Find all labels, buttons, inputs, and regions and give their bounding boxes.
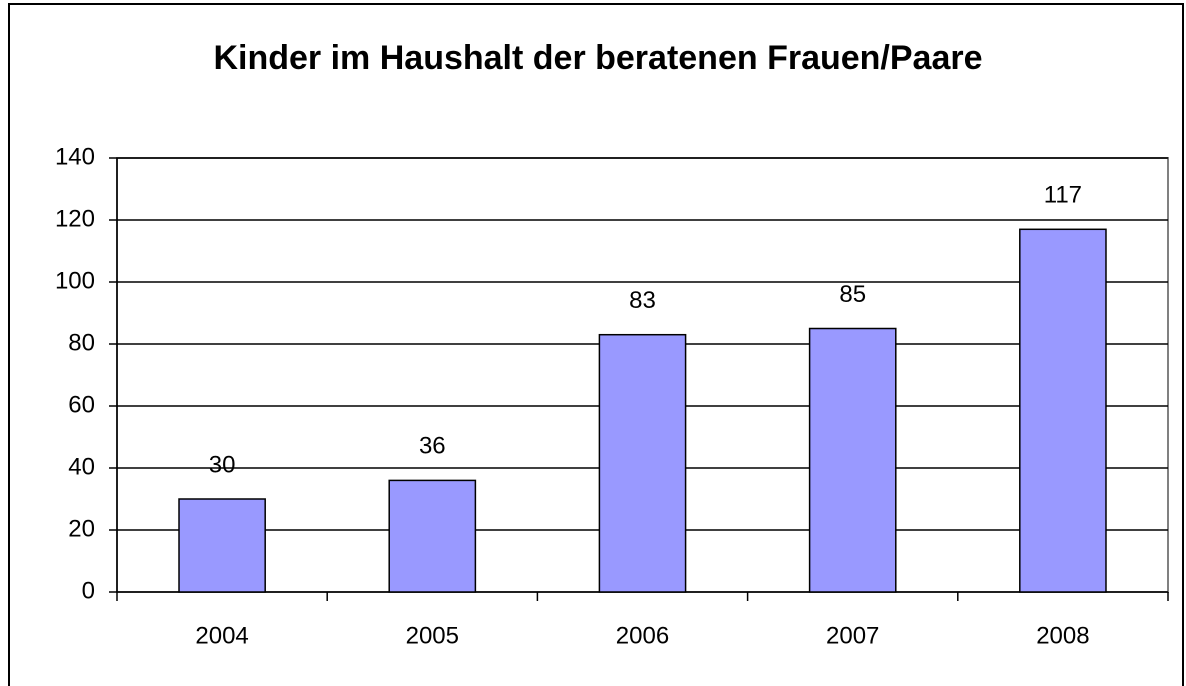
bar — [178, 498, 266, 593]
data-label: 117 — [1044, 182, 1082, 209]
y-tick-label: 60 — [68, 391, 95, 418]
y-tick-label: 120 — [55, 205, 95, 232]
bar — [1019, 228, 1107, 593]
bar — [598, 333, 687, 593]
y-tick-label: 140 — [55, 143, 95, 170]
data-label: 36 — [419, 433, 446, 460]
y-tick-label: 80 — [68, 329, 95, 356]
x-tick-label: 2004 — [195, 622, 248, 649]
y-tick-label: 0 — [82, 577, 95, 604]
data-label: 85 — [839, 281, 866, 308]
x-tick-label: 2007 — [826, 622, 879, 649]
bar — [808, 327, 897, 593]
data-label: 83 — [629, 287, 656, 314]
y-tick-label: 20 — [68, 515, 95, 542]
x-tick-label: 2006 — [616, 622, 669, 649]
x-tick-label: 2005 — [406, 622, 459, 649]
chart-title: Kinder im Haushalt der beratenen Frauen/… — [213, 39, 982, 77]
bar — [388, 479, 477, 593]
y-tick-label: 100 — [55, 267, 95, 294]
y-tick-label: 40 — [68, 453, 95, 480]
data-label: 30 — [209, 451, 236, 478]
x-tick-label: 2008 — [1036, 622, 1089, 649]
